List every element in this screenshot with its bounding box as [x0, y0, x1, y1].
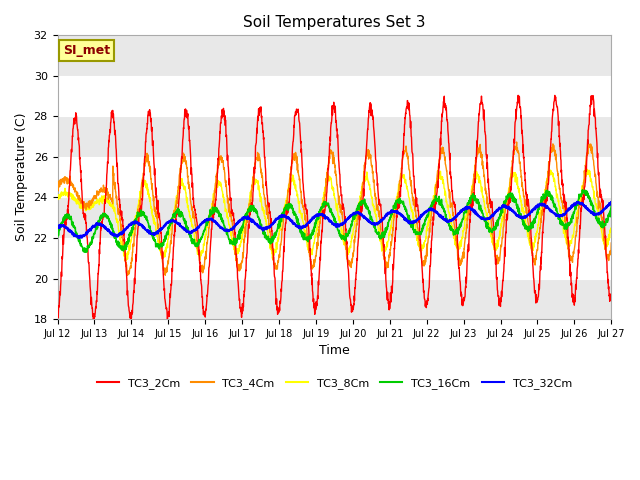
Bar: [58, 117, 611, 157]
Bar: [58, 36, 611, 76]
Text: SI_met: SI_met: [63, 44, 110, 57]
Title: Soil Temperatures Set 3: Soil Temperatures Set 3: [243, 15, 426, 30]
X-axis label: Time: Time: [319, 344, 350, 357]
Bar: [58, 197, 611, 238]
Legend: TC3_2Cm, TC3_4Cm, TC3_8Cm, TC3_16Cm, TC3_32Cm: TC3_2Cm, TC3_4Cm, TC3_8Cm, TC3_16Cm, TC3…: [92, 373, 577, 393]
Bar: [58, 278, 611, 319]
Y-axis label: Soil Temperature (C): Soil Temperature (C): [15, 113, 28, 241]
